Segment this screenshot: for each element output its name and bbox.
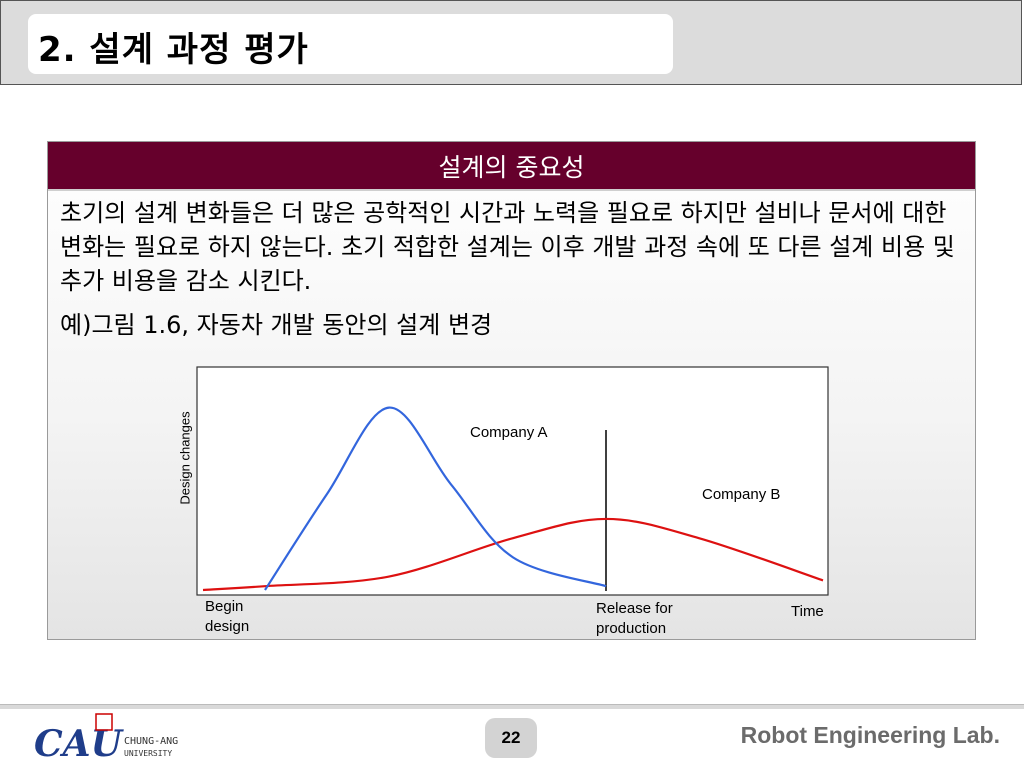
body-text: 초기의 설계 변화들은 더 많은 공학적인 시간과 노력을 필요로 하지만 설비…	[60, 196, 965, 342]
plot-frame	[196, 366, 829, 596]
logo-university-name-2: UNIVERSITY	[124, 749, 172, 758]
y-axis-label: Design changes	[177, 411, 193, 505]
series-label-company-b: Company B	[696, 485, 787, 505]
x-axis-label: Time	[791, 603, 824, 620]
title-box: 2. 설계 과정 평가	[28, 14, 673, 74]
x-annotation-release: Release for production	[596, 600, 673, 637]
slide-title: 2. 설계 과정 평가	[38, 30, 309, 70]
design-changes-chart	[196, 366, 829, 596]
lab-name: Robot Engineering Lab.	[740, 722, 1000, 748]
body-paragraph: 초기의 설계 변화들은 더 많은 공학적인 시간과 노력을 필요로 하지만 설비…	[60, 199, 955, 295]
x-annotation-begin-design: Begin design	[205, 598, 250, 635]
university-logo: CAU CHUNG-ANG UNIVERSITY	[34, 713, 178, 765]
series-label-company-a: Company A	[466, 423, 552, 443]
logo-university-name: CHUNG-ANG	[124, 736, 178, 747]
panel-header: 설계의 중요성	[48, 142, 975, 191]
series-line-company-b	[202, 517, 824, 592]
logo-red-square	[95, 713, 113, 731]
header-band: 2. 설계 과정 평가	[0, 0, 1022, 85]
example-caption: 예)그림 1.6, 자동차 개발 동안의 설계 변경	[60, 311, 493, 339]
series-line-company-a	[264, 406, 607, 591]
footer-divider	[0, 704, 1024, 709]
page-number-badge: 22	[485, 718, 537, 758]
